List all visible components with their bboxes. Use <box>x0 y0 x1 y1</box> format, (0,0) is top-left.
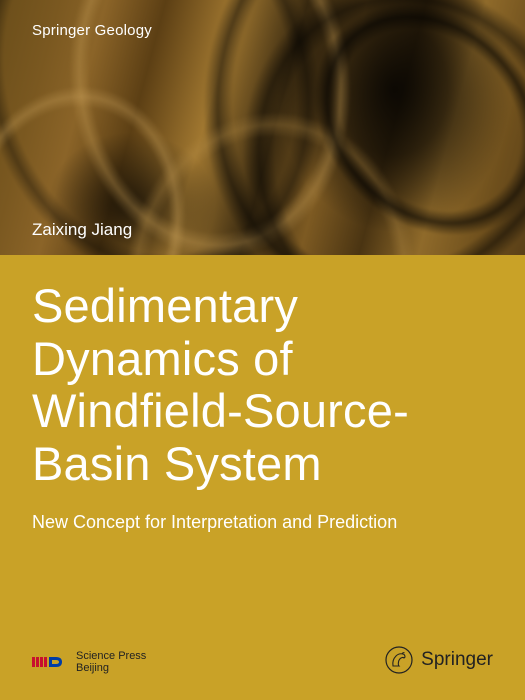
publisher-science-press: Science Press Beijing <box>32 650 146 674</box>
book-subtitle: New Concept for Interpretation and Predi… <box>32 512 492 533</box>
author-name: Zaixing Jiang <box>32 220 132 240</box>
publisher-left-text: Science Press Beijing <box>76 650 146 674</box>
publisher-springer: Springer <box>385 646 493 674</box>
publisher-right-name: Springer <box>421 649 493 671</box>
publisher-left-line1: Science Press <box>76 650 146 662</box>
publisher-left-line2: Beijing <box>76 662 146 674</box>
book-cover: Springer Geology Zaixing Jiang Sedimenta… <box>0 0 525 700</box>
series-name: Springer Geology <box>32 22 152 39</box>
springer-horse-icon <box>385 646 413 674</box>
book-title: Sedimentary Dynamics of Windfield-Source… <box>32 280 492 491</box>
science-press-logo-icon <box>32 653 66 671</box>
